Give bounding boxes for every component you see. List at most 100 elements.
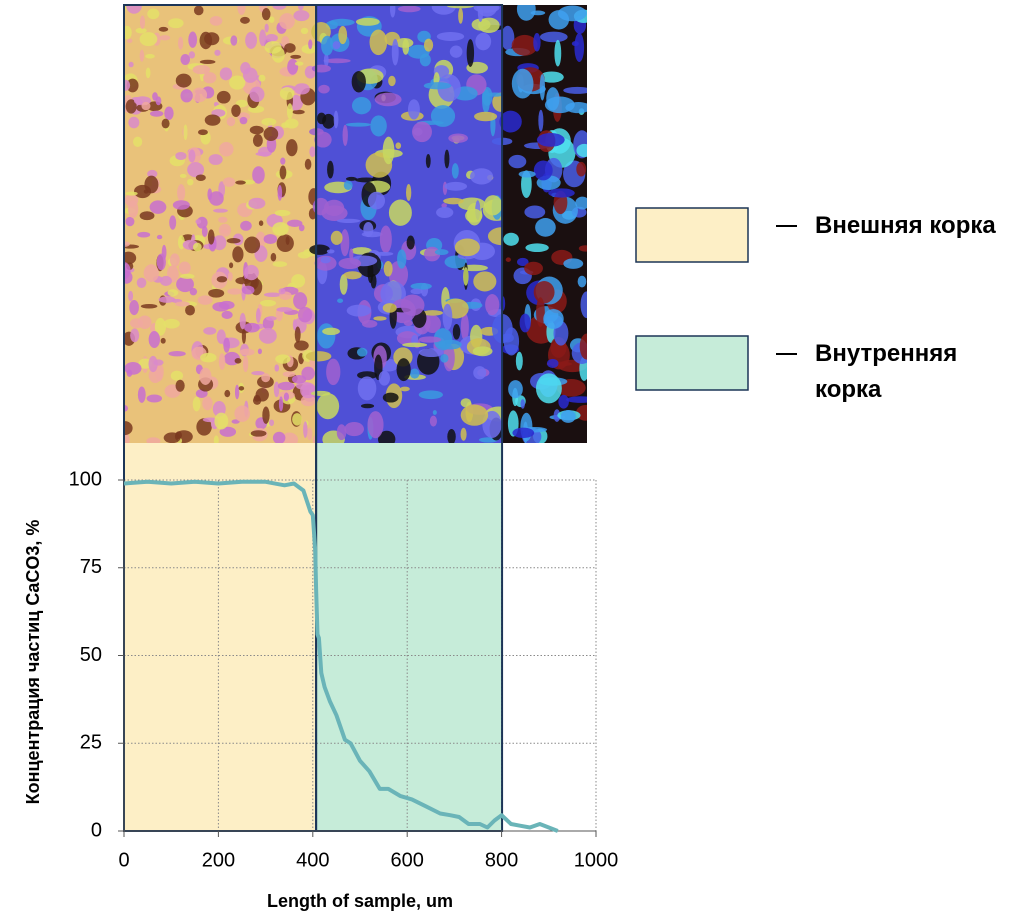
micro-grain <box>175 301 190 306</box>
micro-grain <box>461 405 488 426</box>
micro-grain <box>524 262 543 275</box>
micro-grain <box>196 174 206 181</box>
micro-grain <box>164 106 173 119</box>
micro-grain <box>276 307 292 312</box>
micro-grain <box>227 288 242 294</box>
micro-grain <box>239 386 245 391</box>
micro-grain <box>187 179 193 186</box>
micro-grain <box>512 69 534 99</box>
micro-grain <box>435 249 449 255</box>
micro-grain <box>448 134 468 143</box>
micro-grain <box>467 39 474 67</box>
micro-grain <box>536 373 562 403</box>
micro-grain <box>180 54 190 65</box>
micro-grain <box>170 253 180 266</box>
micro-grain <box>240 17 250 24</box>
micro-grain <box>470 168 493 184</box>
micro-grain <box>547 359 559 368</box>
micro-grain <box>217 276 227 282</box>
micro-grain <box>485 294 499 315</box>
micro-grain <box>281 122 289 128</box>
micro-grain <box>180 174 187 178</box>
micro-grain <box>275 210 291 216</box>
micro-grain <box>520 314 531 333</box>
micro-grain <box>259 220 263 226</box>
micro-grain <box>419 348 444 357</box>
micro-grain <box>383 303 397 313</box>
micro-grain <box>337 424 347 440</box>
micro-grain <box>130 328 139 342</box>
micro-grain <box>234 406 250 422</box>
micro-grain <box>253 396 261 404</box>
micro-grain <box>250 126 264 135</box>
micro-grain <box>193 397 201 411</box>
micro-grain <box>317 323 335 348</box>
micro-grain <box>389 199 412 225</box>
micro-grain <box>344 181 353 190</box>
micro-grain <box>392 39 399 66</box>
micro-grain <box>209 154 223 165</box>
micro-grain <box>219 353 226 370</box>
micro-grain <box>294 340 309 350</box>
micro-grain <box>390 1 395 18</box>
micro-grain <box>419 390 443 399</box>
micro-grain <box>537 133 565 147</box>
micro-grain <box>486 93 503 97</box>
micro-grain <box>227 238 241 243</box>
micro-grain <box>244 237 260 254</box>
micro-grain <box>508 380 523 398</box>
chart: 025507510002004006008001000 Length of sa… <box>0 0 1009 917</box>
micro-grain <box>508 155 526 168</box>
micro-grain <box>578 276 587 288</box>
micro-grain <box>461 428 467 441</box>
micro-grain <box>195 219 201 224</box>
micro-grain <box>264 292 281 297</box>
micro-grain <box>156 96 162 105</box>
micro-grain <box>185 305 195 315</box>
micro-grain <box>574 33 584 62</box>
micro-grain <box>260 300 276 307</box>
micro-grain <box>208 289 224 298</box>
micro-grain <box>383 137 395 165</box>
micro-grain <box>277 234 294 252</box>
micro-grain <box>264 234 277 244</box>
micro-grain <box>243 67 258 82</box>
micro-grain <box>519 171 536 178</box>
micro-grain <box>224 390 230 397</box>
micro-grain <box>117 421 132 435</box>
micro-grain <box>271 253 277 262</box>
y-tick-label: 50 <box>80 644 102 666</box>
micro-grain <box>280 158 285 165</box>
y-tick-label: 75 <box>80 556 102 578</box>
micro-grain <box>308 39 312 49</box>
micro-grain <box>521 399 525 409</box>
legend-swatch <box>636 208 748 262</box>
micro-grain <box>214 50 220 56</box>
micro-grain <box>558 395 569 409</box>
micro-grain <box>444 150 449 169</box>
micro-grain <box>261 373 270 382</box>
micro-grain <box>137 278 147 288</box>
micro-grain <box>202 226 208 237</box>
micro-grain <box>161 338 166 344</box>
micro-grain <box>176 380 185 392</box>
micro-grain <box>443 304 453 330</box>
micro-grain <box>321 36 333 56</box>
micro-grain <box>370 30 388 56</box>
x-tick-label: 600 <box>391 849 424 871</box>
micro-grain <box>244 323 260 333</box>
micro-grain <box>402 343 427 348</box>
micro-grain <box>273 432 286 444</box>
micro-grain <box>565 102 591 113</box>
micro-grain <box>395 142 401 149</box>
micro-grain <box>219 142 234 157</box>
micro-grain <box>424 39 433 52</box>
micro-grain <box>144 264 159 282</box>
micro-grain <box>176 276 194 292</box>
x-tick-label: 200 <box>202 849 235 871</box>
micro-grain <box>275 354 290 363</box>
micro-grain <box>208 229 215 244</box>
micro-grain <box>406 184 411 201</box>
micro-grain <box>561 410 576 423</box>
micro-grain <box>373 316 386 320</box>
